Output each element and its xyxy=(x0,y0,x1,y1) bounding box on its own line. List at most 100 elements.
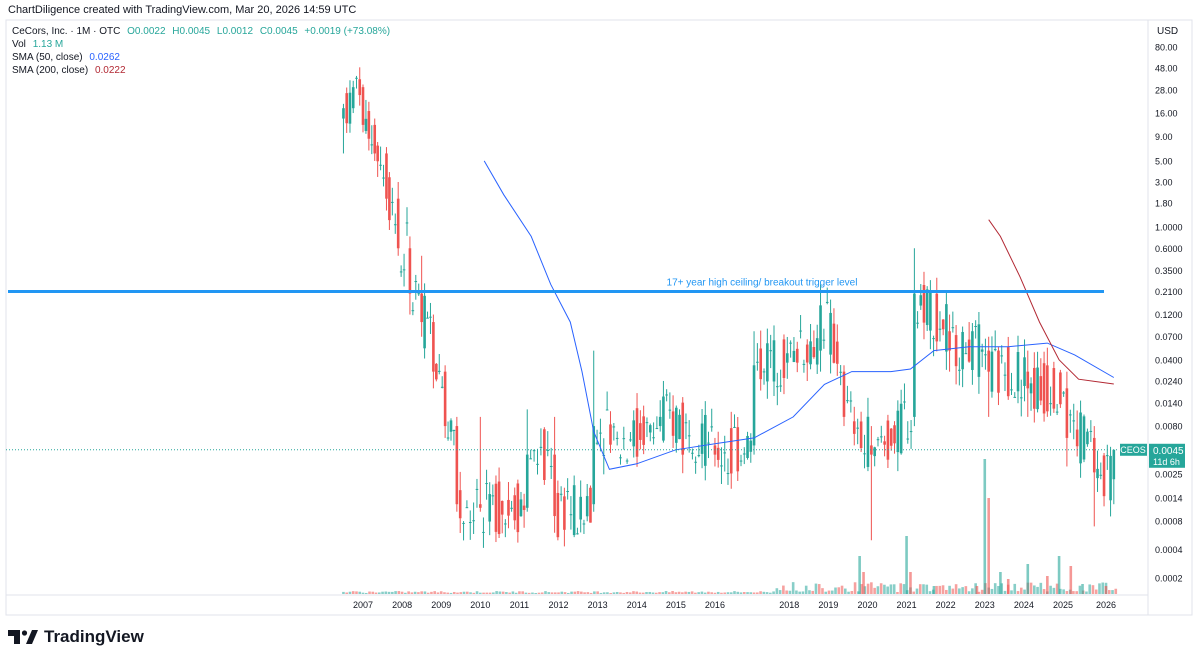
volume-bar xyxy=(1042,589,1046,594)
candle-body xyxy=(1039,376,1043,401)
candle-body xyxy=(993,349,997,351)
candle-body xyxy=(742,453,746,455)
candle-body xyxy=(909,431,913,433)
candle-body xyxy=(382,177,385,179)
volume-bar xyxy=(443,592,446,594)
volume-bar xyxy=(521,591,524,594)
candle-body xyxy=(849,400,853,402)
volume-bar xyxy=(508,592,511,594)
volume-bar xyxy=(762,591,766,594)
volume-bar xyxy=(632,591,635,594)
candle-body xyxy=(795,348,799,363)
candle-body xyxy=(893,425,896,444)
candle-body xyxy=(1033,367,1036,409)
volume-bar xyxy=(975,586,979,594)
candle-body xyxy=(1006,347,1010,397)
candle-body xyxy=(1029,383,1033,394)
candle-body xyxy=(376,145,379,162)
volume-bar xyxy=(488,592,492,594)
candle-body xyxy=(723,452,727,454)
volume-bar xyxy=(834,587,837,594)
volume-bar xyxy=(625,591,629,594)
volume-bar xyxy=(459,592,463,594)
candle-body xyxy=(990,351,994,392)
volume-bar xyxy=(426,592,430,594)
time-axis[interactable]: 2007 2008 2009 2010 2011 2012 2013 2014 2015 2016… xyxy=(353,600,1116,610)
candle-body xyxy=(437,370,441,372)
candle-body xyxy=(432,322,435,372)
candle-body xyxy=(789,342,792,344)
volume-bar xyxy=(896,591,899,594)
volume-bar xyxy=(941,585,945,594)
volume-legend: Vol 1.13 M xyxy=(12,39,63,50)
candle-body xyxy=(779,385,782,387)
candle-body xyxy=(1049,403,1052,405)
price-axis[interactable]: 80.00 48.00 28.00 16.00 9.00 5.00 3.00 1.80 1.00… xyxy=(1155,42,1183,583)
volume-bar xyxy=(1111,590,1114,594)
price-tick-1: 48.00 xyxy=(1155,63,1178,73)
candle-body xyxy=(772,340,776,382)
symbol-tag: CEOS xyxy=(1120,445,1146,455)
volume-bar xyxy=(1055,583,1059,594)
candle-body xyxy=(507,499,510,516)
candle-body xyxy=(513,495,517,521)
volume-bar xyxy=(697,592,700,594)
volume-bar xyxy=(1016,591,1020,594)
candle-body xyxy=(762,371,766,373)
volume-bar xyxy=(866,583,870,594)
candle-body xyxy=(974,325,977,327)
volume-bar xyxy=(1059,588,1062,594)
volume-bar xyxy=(899,583,902,594)
candle-body xyxy=(553,454,556,517)
volume-bar xyxy=(1098,583,1101,594)
volume-bar xyxy=(703,592,707,594)
volume-bar xyxy=(690,591,694,594)
candle-body xyxy=(510,507,513,509)
price-tick-16: 0.0140 xyxy=(1155,399,1183,409)
volume-bar xyxy=(400,591,404,594)
currency-label: USD xyxy=(1157,26,1178,37)
volume-bar xyxy=(1003,590,1007,594)
candle-body xyxy=(1079,412,1082,464)
candle-body xyxy=(455,426,459,505)
candle-body xyxy=(458,490,462,519)
volume-bar xyxy=(452,591,456,594)
candle-body xyxy=(812,347,816,358)
volume-bar xyxy=(1065,591,1069,594)
volume-bar xyxy=(576,591,580,594)
volume-bar xyxy=(948,585,951,594)
volume-bar xyxy=(892,584,896,594)
volume-bar xyxy=(417,592,420,594)
volume-bar xyxy=(798,591,801,594)
volume-bar xyxy=(1013,583,1017,594)
volume-bar xyxy=(1023,589,1026,594)
volume-bar xyxy=(857,591,860,594)
candle-body xyxy=(539,446,543,448)
volume-bar xyxy=(527,592,531,594)
volume-bar xyxy=(971,588,974,594)
volume-bar xyxy=(674,592,678,594)
candle-body xyxy=(961,331,964,370)
volume-bar xyxy=(580,591,583,594)
volume-bar xyxy=(537,592,541,594)
candle-body xyxy=(452,429,456,431)
candle-body xyxy=(805,344,809,363)
tradingview-logo[interactable]: TradingView xyxy=(8,627,144,647)
candle-body xyxy=(569,514,573,516)
price-tag-bg xyxy=(1149,443,1185,468)
volume-bar xyxy=(752,592,756,594)
volume-bar xyxy=(553,592,557,594)
close-value: C0.0045 xyxy=(259,26,298,37)
low-value: L0.0012 xyxy=(216,26,254,37)
candle-body xyxy=(429,316,432,318)
candle-body xyxy=(739,460,743,462)
candle-body xyxy=(954,335,958,367)
volume-bar xyxy=(811,590,815,594)
candle-body xyxy=(997,350,1000,393)
candle-body xyxy=(361,87,365,125)
sma50-value: 0.0262 xyxy=(89,52,120,63)
volume-bar xyxy=(814,583,818,594)
volume-bar xyxy=(1000,583,1004,594)
symbol-legend: CeCors, Inc. · 1M · OTC O0.0022 H0.0045 … xyxy=(12,26,390,37)
